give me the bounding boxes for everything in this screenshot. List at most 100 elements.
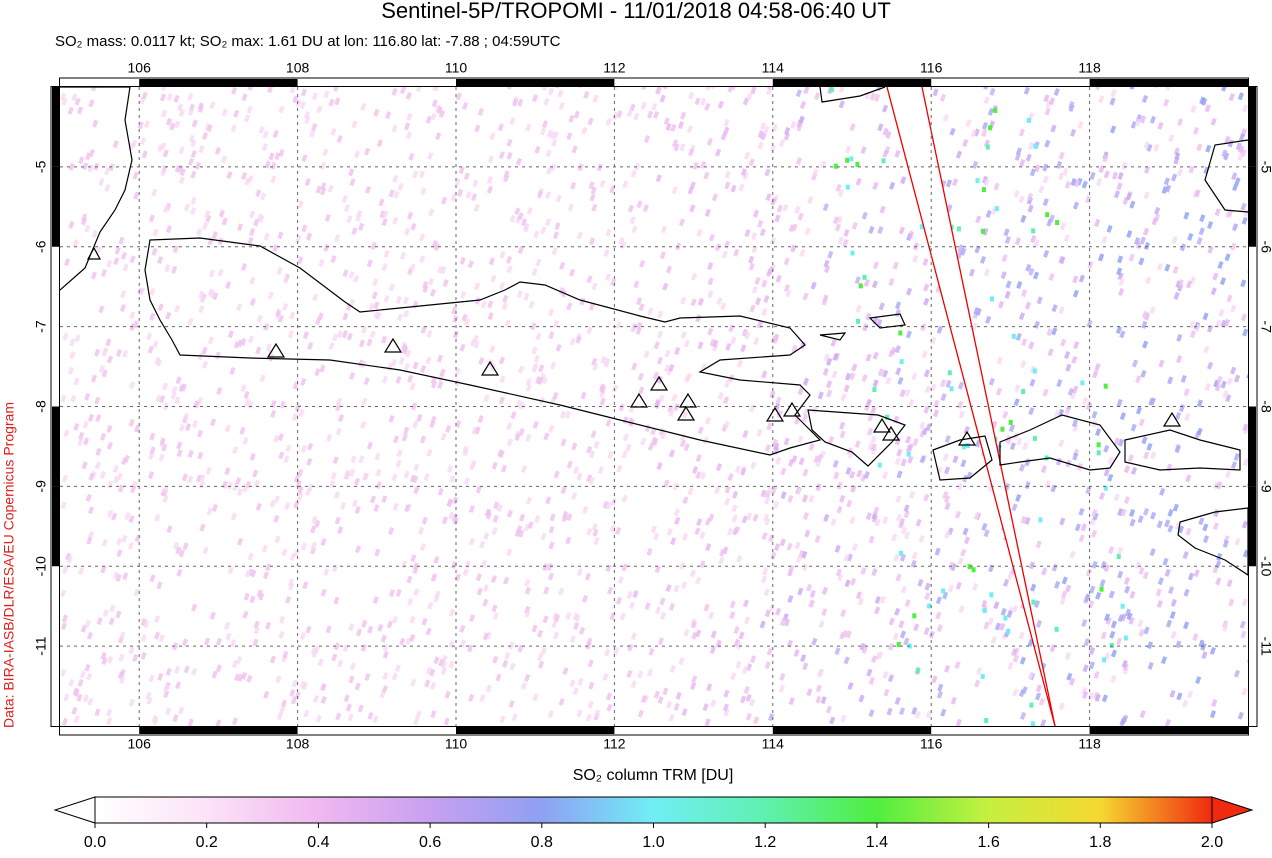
so2-pixel bbox=[143, 620, 150, 628]
so2-pixel bbox=[506, 138, 513, 147]
lon-tick-label: 106 bbox=[128, 736, 152, 752]
so2-pixel bbox=[527, 521, 534, 530]
so2-pixel bbox=[412, 170, 419, 179]
so2-pixel bbox=[311, 92, 319, 101]
so2-pixel bbox=[707, 277, 714, 286]
so2-pixel bbox=[1183, 388, 1190, 397]
so2-pixel bbox=[1177, 279, 1184, 288]
so2-pixel bbox=[107, 655, 114, 664]
so2-pixel bbox=[807, 196, 814, 205]
so2-pixel bbox=[820, 696, 827, 705]
so2-pixel bbox=[537, 660, 545, 669]
so2-pixel bbox=[1070, 128, 1077, 137]
so2-pixel bbox=[502, 294, 509, 303]
so2-pixel bbox=[808, 494, 815, 503]
so2-pixel bbox=[320, 683, 327, 692]
so2-pixel bbox=[149, 312, 156, 321]
so2-pixel bbox=[531, 268, 538, 277]
so2-pixel bbox=[452, 496, 459, 505]
so2-pixel bbox=[1063, 234, 1070, 243]
so2-pixel bbox=[955, 150, 963, 159]
so2-pixel bbox=[294, 403, 301, 412]
so2-pixel bbox=[1130, 120, 1137, 129]
so2-pixel bbox=[1042, 175, 1049, 184]
so2-pixel bbox=[857, 597, 864, 606]
so2-pixel bbox=[498, 450, 505, 458]
so2-pixel bbox=[1099, 586, 1104, 592]
so2-pixel bbox=[525, 123, 532, 132]
so2-pixel bbox=[899, 359, 904, 365]
so2-pixel bbox=[915, 668, 920, 674]
so2-pixel bbox=[749, 304, 756, 313]
so2-pixel bbox=[206, 507, 213, 516]
so2-pixel bbox=[1238, 133, 1246, 142]
so2-pixel bbox=[424, 679, 431, 688]
so2-pixel bbox=[84, 224, 91, 233]
so2-pixel bbox=[727, 87, 734, 93]
so2-pixel bbox=[74, 334, 81, 343]
so2-pixel bbox=[279, 400, 286, 409]
so2-pixel bbox=[660, 431, 667, 440]
so2-pixel bbox=[637, 709, 644, 718]
so2-pixel bbox=[1165, 619, 1173, 628]
so2-pixel bbox=[821, 586, 828, 595]
so2-pixel bbox=[679, 439, 686, 448]
so2-pixel bbox=[871, 568, 878, 577]
so2-pixel bbox=[800, 654, 807, 663]
so2-pixel bbox=[273, 434, 280, 443]
so2-pixel bbox=[589, 193, 596, 202]
so2-pixel bbox=[211, 670, 218, 679]
so2-pixel bbox=[320, 182, 327, 191]
so2-pixel bbox=[843, 656, 850, 665]
so2-pixel bbox=[465, 190, 472, 199]
so2-pixel bbox=[236, 303, 243, 312]
so2-pixel bbox=[657, 696, 664, 704]
so2-pixel bbox=[963, 426, 970, 434]
frame-outline bbox=[50, 86, 1258, 727]
so2-pixel bbox=[152, 228, 159, 237]
so2-pixel bbox=[576, 231, 583, 240]
so2-pixel bbox=[62, 332, 69, 341]
so2-pixel bbox=[872, 261, 879, 270]
so2-pixel bbox=[897, 376, 904, 385]
so2-pixel bbox=[736, 359, 743, 368]
so2-pixel bbox=[612, 384, 619, 393]
so2-pixel bbox=[696, 228, 703, 237]
so2-pixel bbox=[1028, 561, 1035, 570]
so2-pixel bbox=[644, 602, 651, 611]
so2-pixel bbox=[772, 335, 779, 344]
so2-pixel bbox=[1098, 253, 1105, 262]
so2-pixel bbox=[806, 583, 813, 592]
so2-pixel bbox=[300, 378, 307, 386]
so2-pixel bbox=[385, 111, 392, 120]
so2-pixel bbox=[771, 438, 779, 447]
so2-pixel bbox=[1029, 168, 1036, 177]
so2-pixel bbox=[159, 437, 166, 446]
so2-pixel bbox=[919, 455, 926, 464]
so2-pixel bbox=[703, 603, 710, 612]
so2-pixel bbox=[1116, 637, 1123, 646]
so2-pixel bbox=[669, 664, 676, 673]
so2-pixel bbox=[242, 484, 249, 493]
so2-pixel bbox=[817, 391, 824, 400]
so2-pixel bbox=[1189, 330, 1196, 339]
so2-pixel bbox=[1028, 267, 1035, 276]
so2-pixel bbox=[571, 145, 578, 154]
so2-pixel bbox=[1035, 619, 1043, 628]
so2-pixel bbox=[833, 163, 838, 169]
so2-pixel bbox=[591, 282, 598, 291]
so2-pixel bbox=[686, 125, 693, 134]
so2-pixel bbox=[543, 432, 550, 441]
so2-pixel bbox=[722, 396, 730, 405]
frame-segment bbox=[52, 166, 60, 247]
so2-pixel bbox=[162, 205, 170, 214]
so2-pixel bbox=[262, 571, 270, 580]
so2-pixel bbox=[705, 543, 712, 552]
so2-pixel bbox=[1139, 710, 1146, 719]
so2-pixel bbox=[331, 653, 338, 662]
so2-pixel bbox=[1175, 411, 1182, 420]
so2-pixel bbox=[648, 647, 655, 656]
so2-pixel bbox=[981, 522, 988, 531]
so2-pixel bbox=[1108, 590, 1115, 599]
so2-pixel bbox=[1172, 266, 1179, 274]
